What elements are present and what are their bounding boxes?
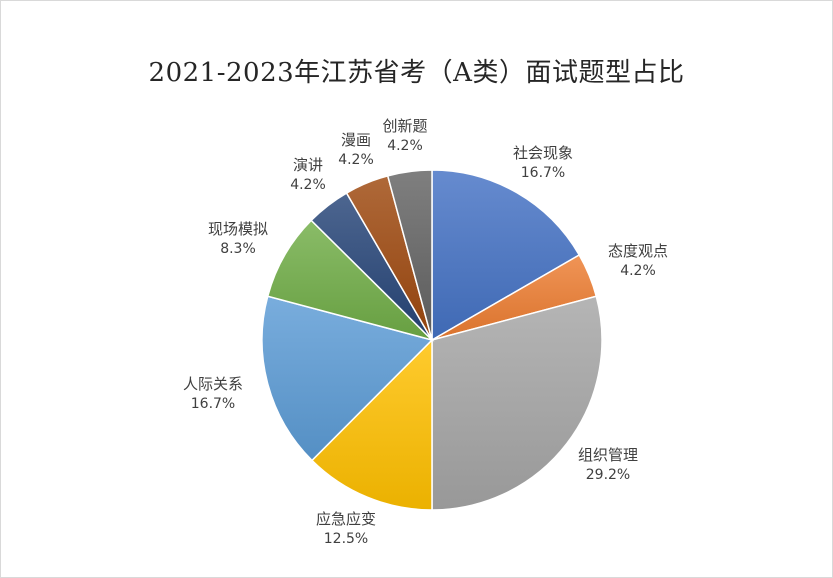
pie-slice-6 bbox=[266, 219, 435, 342]
slice-percent-6: 8.3% bbox=[220, 241, 256, 257]
slice-label-9: 创新题 bbox=[382, 117, 427, 135]
pie-slices bbox=[261, 169, 603, 511]
slice-label-4: 应急应变 bbox=[316, 510, 376, 528]
slice-percent-8: 4.2% bbox=[338, 152, 374, 168]
slice-label-1: 社会现象 bbox=[513, 144, 573, 162]
chart-title: 2021-2023年江苏省考（A类）面试题型占比 bbox=[148, 58, 685, 88]
slice-percent-4: 12.5% bbox=[324, 531, 368, 547]
slice-label-2: 态度观点 bbox=[608, 242, 668, 260]
pie-slice-1 bbox=[431, 169, 581, 342]
slice-percent-1: 16.7% bbox=[521, 165, 565, 181]
slice-label-7: 演讲 bbox=[293, 156, 323, 174]
pie-slice-3 bbox=[431, 295, 603, 511]
pie-slice-9 bbox=[386, 169, 433, 341]
slice-percent-5: 16.7% bbox=[191, 396, 235, 412]
slice-percent-3: 29.2% bbox=[586, 467, 630, 483]
pie-labels: 社会现象 16.7% 态度观点 4.2% 组织管理 29.2% 应急应变 12.5% 人际关系 1… bbox=[183, 117, 668, 547]
slice-label-8: 漫画 bbox=[341, 131, 371, 149]
pie-slice-4 bbox=[310, 338, 433, 511]
slice-percent-2: 4.2% bbox=[620, 263, 656, 279]
slice-label-5: 人际关系 bbox=[183, 375, 243, 393]
slice-percent-7: 4.2% bbox=[290, 177, 326, 193]
slice-label-3: 组织管理 bbox=[578, 446, 638, 464]
slice-percent-9: 4.2% bbox=[387, 138, 423, 154]
slice-label-6: 现场模拟 bbox=[208, 220, 268, 238]
pie-slice-5 bbox=[261, 295, 434, 462]
